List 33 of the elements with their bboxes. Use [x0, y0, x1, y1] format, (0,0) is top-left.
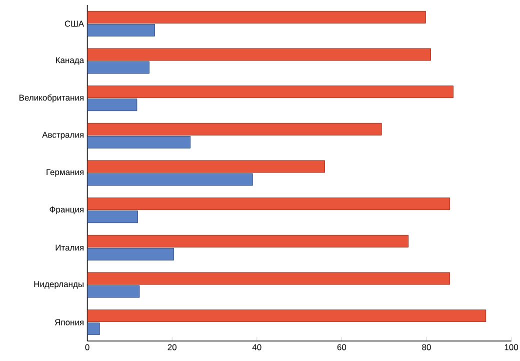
bar	[87, 248, 174, 260]
x-tick-label: 80	[422, 344, 431, 350]
bar	[87, 86, 454, 98]
bar	[87, 160, 325, 173]
bar	[87, 24, 155, 36]
bar	[87, 285, 140, 298]
y-tick-label: Великобритания	[19, 94, 84, 102]
x-tick-label: 100	[504, 344, 518, 350]
x-tick-label: 40	[252, 344, 262, 350]
y-tick-label: США	[64, 20, 84, 27]
bar	[87, 10, 426, 24]
bar	[87, 122, 382, 136]
bar	[87, 310, 486, 322]
x-tick-label: 60	[337, 344, 346, 350]
bar	[87, 173, 253, 186]
x-tick-label: 0	[85, 344, 90, 350]
bar	[87, 136, 191, 148]
bar	[87, 48, 431, 61]
y-tick-label: Италия	[56, 244, 84, 251]
y-tick-label: Япония	[54, 319, 84, 326]
bar	[87, 198, 450, 210]
bar	[87, 98, 138, 112]
bar	[87, 210, 138, 224]
x-tick-label: 20	[168, 344, 176, 350]
bar	[87, 322, 100, 336]
bar	[87, 61, 150, 74]
y-tick-label: Австралия	[42, 132, 84, 140]
y-tick-label: Франция	[50, 206, 84, 214]
y-tick-label: Нидерланды	[34, 281, 84, 289]
bar	[87, 272, 450, 285]
y-tick-label: Канада	[56, 57, 84, 65]
bar	[87, 234, 409, 248]
y-tick-label: Германия	[46, 169, 84, 177]
